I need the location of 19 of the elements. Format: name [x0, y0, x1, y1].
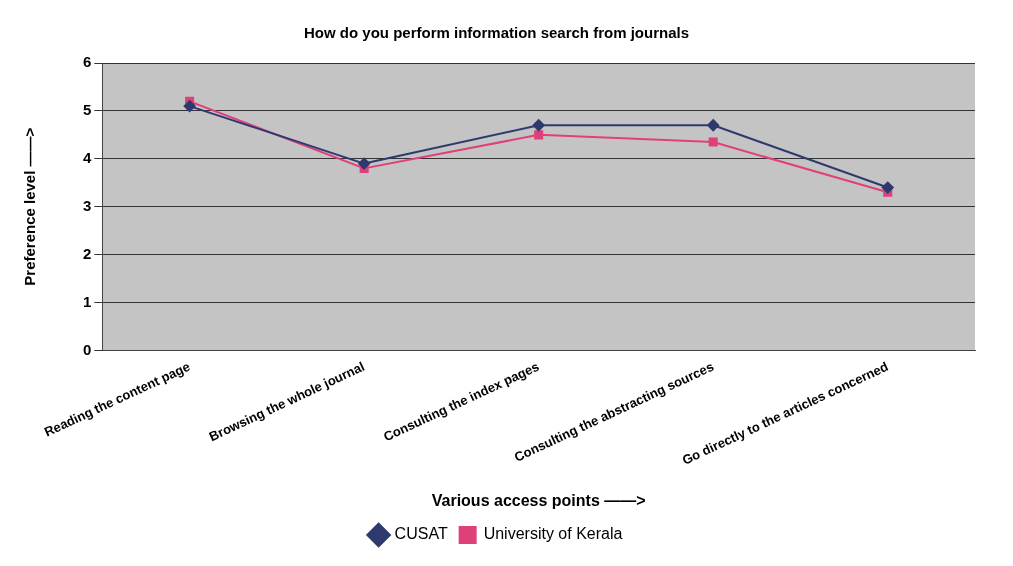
point: [532, 119, 545, 132]
y-axis-title: Preference level ——>: [21, 127, 39, 286]
y-tick-label: 2: [83, 244, 92, 262]
legend-label: University of Kerala: [483, 525, 623, 543]
chart-title: How do you perform information search from journals: [303, 24, 690, 42]
point: [183, 100, 196, 113]
point: [881, 181, 894, 194]
point: [707, 119, 720, 132]
point: [358, 157, 371, 170]
legend-label: CUSAT: [394, 525, 448, 543]
y-tick-label: 3: [83, 196, 92, 214]
y-tick-label: 6: [83, 53, 92, 71]
x-axis-title: Various access points ——>: [431, 491, 646, 509]
point: [534, 130, 544, 140]
y-tick-label: 4: [83, 148, 92, 166]
y-tick-label: 0: [83, 340, 92, 358]
y-tick-label: 5: [83, 101, 92, 119]
point: [708, 137, 718, 147]
y-tick-label: 1: [83, 292, 92, 310]
